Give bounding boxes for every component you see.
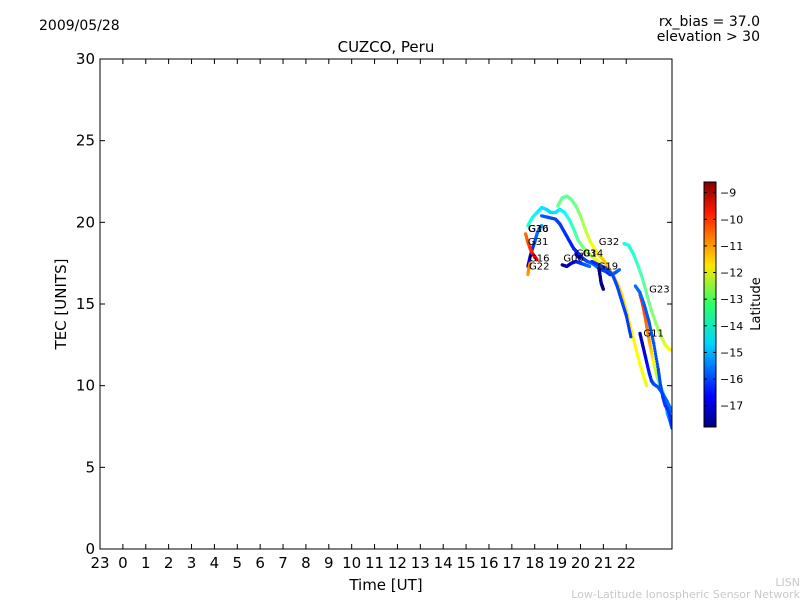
series-g20: [638, 331, 672, 414]
x-axis-label: Time [UT]: [348, 576, 422, 594]
y-axis-label: TEC [UNITS]: [52, 259, 70, 351]
y-tick-label: 0: [85, 540, 95, 558]
colorbar-tick-label: −15: [720, 346, 743, 359]
x-tick-label: 3: [187, 554, 197, 572]
plot-frame: [99, 58, 673, 550]
colorbar-tick-label: −9: [720, 187, 736, 200]
x-tick-label: 8: [301, 554, 311, 572]
x-tick-label: 18: [525, 554, 544, 572]
data-point: [588, 264, 592, 268]
x-tick-label: 10: [342, 554, 361, 572]
colorbar-tick-label: −17: [720, 400, 743, 413]
y-tick-label: 10: [76, 377, 95, 395]
footer-lisn: LISN: [775, 576, 800, 589]
x-tick-label: 1: [141, 554, 151, 572]
x-tick-label: 21: [594, 554, 613, 572]
x-tick-label: 15: [457, 554, 476, 572]
x-tick-label: 12: [388, 554, 407, 572]
rx-bias-label: rx_bias = 37.0: [658, 14, 760, 30]
satellite-label: G06: [563, 254, 583, 265]
satellite-label: G23: [649, 285, 669, 296]
data-point: [653, 352, 658, 356]
x-tick-label: 19: [548, 554, 567, 572]
x-tick-label: 20: [571, 554, 590, 572]
y-tick-label: 30: [76, 50, 95, 68]
data-point: [601, 287, 606, 291]
elevation-label: elevation > 30: [656, 29, 760, 45]
x-tick-label: 7: [278, 554, 288, 572]
footer-network: Low-Latitude Ionospheric Sensor Network: [571, 588, 800, 601]
data-point: [655, 362, 660, 366]
data-point: [652, 341, 656, 345]
series-g07: [633, 284, 672, 427]
x-tick-label: 6: [255, 554, 265, 572]
satellite-label: G16: [528, 224, 548, 235]
colorbar-tick-label: −12: [720, 267, 743, 280]
x-tick-label: 13: [411, 554, 430, 572]
x-tick-label: 16: [479, 554, 498, 572]
series-g22: [526, 261, 532, 277]
data-point: [652, 344, 656, 348]
satellite-label: G31: [528, 237, 548, 248]
satellite-label: G22: [529, 262, 549, 273]
x-tick-label: 2: [164, 554, 174, 572]
colorbar-tick-label: −11: [720, 240, 743, 253]
series-g19: [597, 266, 606, 291]
colorbar-tick-label: −14: [720, 320, 743, 333]
x-tick-label: 11: [365, 554, 384, 572]
colorbar-tick-label: −13: [720, 293, 743, 306]
data-point: [653, 349, 657, 353]
satellite-label: G19: [598, 262, 618, 273]
data-point: [656, 365, 660, 369]
x-tick-label: 9: [324, 554, 334, 572]
data-point: [654, 357, 659, 361]
series-g25: [590, 259, 633, 339]
satellite-label: G14: [583, 249, 603, 260]
chart-title: CUZCO, Peru: [338, 38, 435, 56]
series-g31: [524, 232, 539, 262]
satellite-label: G03: [576, 249, 596, 260]
satellite-label: G32: [599, 237, 619, 248]
x-tick-label: 17: [502, 554, 521, 572]
satellite-label: G16: [529, 254, 549, 265]
data-point: [535, 258, 539, 262]
y-tick-label: 5: [85, 458, 95, 476]
x-tick-label: 23: [90, 554, 109, 572]
x-tick-label: 14: [434, 554, 453, 572]
y-tick-label: 25: [76, 132, 95, 150]
series-g30: [526, 206, 603, 265]
y-tick-label: 20: [76, 213, 95, 231]
series-g06: [560, 259, 592, 268]
colorbar-gradient: [703, 181, 717, 428]
y-tick-label: 15: [76, 295, 95, 313]
date-label: 2009/05/28: [39, 18, 120, 34]
data-point: [655, 359, 659, 364]
satellite-label: G30: [528, 224, 548, 235]
colorbar-tick-label: −16: [720, 373, 743, 386]
data-point: [617, 268, 622, 272]
x-tick-label: 0: [118, 554, 128, 572]
data-point: [645, 384, 649, 388]
colorbar-label: Latitude: [749, 277, 764, 331]
satellite-label: G11: [643, 329, 663, 340]
colorbar-tick-label: −10: [720, 213, 743, 226]
series-g23: [622, 242, 672, 352]
data-point: [540, 224, 544, 228]
x-tick-label: 4: [210, 554, 220, 572]
x-tick-label: 22: [617, 554, 636, 572]
data-point: [653, 346, 657, 350]
data-point: [629, 335, 633, 339]
data-point: [528, 261, 532, 265]
data-point: [654, 354, 658, 358]
x-tick-label: 5: [233, 554, 243, 572]
